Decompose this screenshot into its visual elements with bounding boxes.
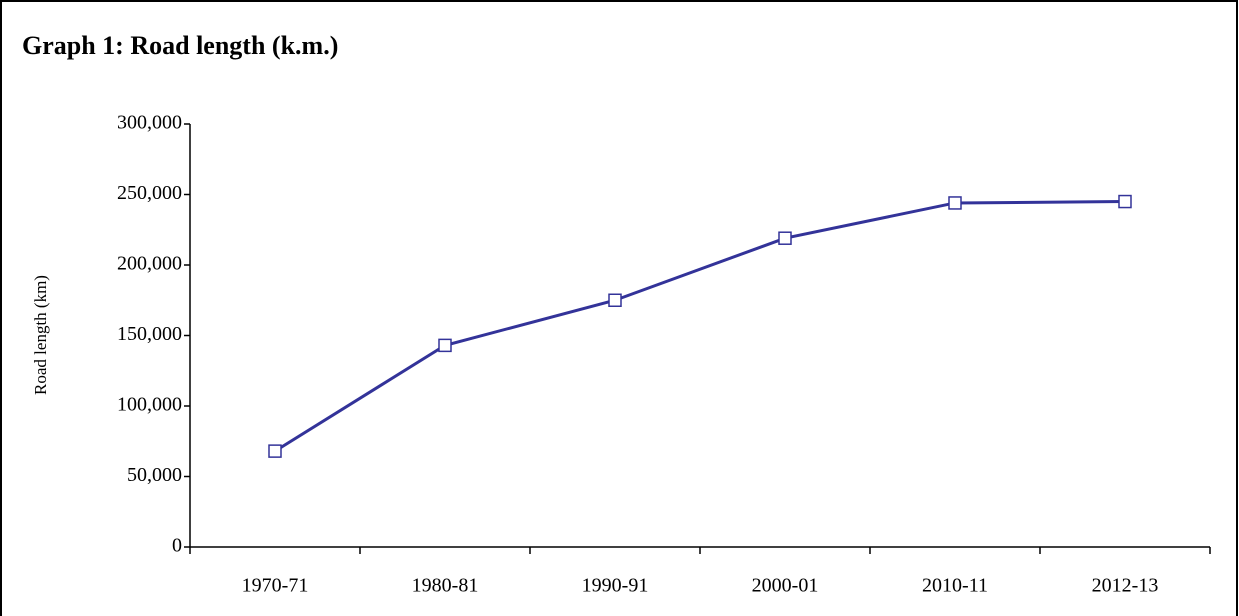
marker [608, 293, 622, 307]
chart-title: Graph 1: Road length (k.m.) [22, 31, 338, 60]
marker [778, 231, 792, 245]
x-tick-label: 2012-13 [1092, 575, 1159, 597]
y-tick-label: 100,000 [117, 394, 182, 416]
x-tick-label: 2010-11 [922, 575, 988, 597]
marker [268, 444, 282, 458]
y-tick-label: 250,000 [117, 182, 182, 204]
marker [438, 338, 452, 353]
marker [1118, 194, 1132, 209]
x-tick-label: 1970-71 [242, 575, 309, 597]
y-tick-label: 150,000 [117, 323, 182, 345]
y-axis-label: Road length (km) [31, 275, 50, 395]
y-tick-label: 0 [172, 535, 182, 557]
y-tick-label: 200,000 [117, 253, 182, 275]
y-tick-label: 50,000 [127, 464, 182, 486]
x-tick-label: 2000-01 [752, 575, 819, 597]
x-tick-label: 1990-91 [582, 575, 649, 597]
x-tick-label: 1980-81 [412, 575, 479, 597]
line [274, 200, 1126, 453]
y-tick-label: 300,000 [117, 112, 182, 134]
marker [948, 196, 962, 210]
